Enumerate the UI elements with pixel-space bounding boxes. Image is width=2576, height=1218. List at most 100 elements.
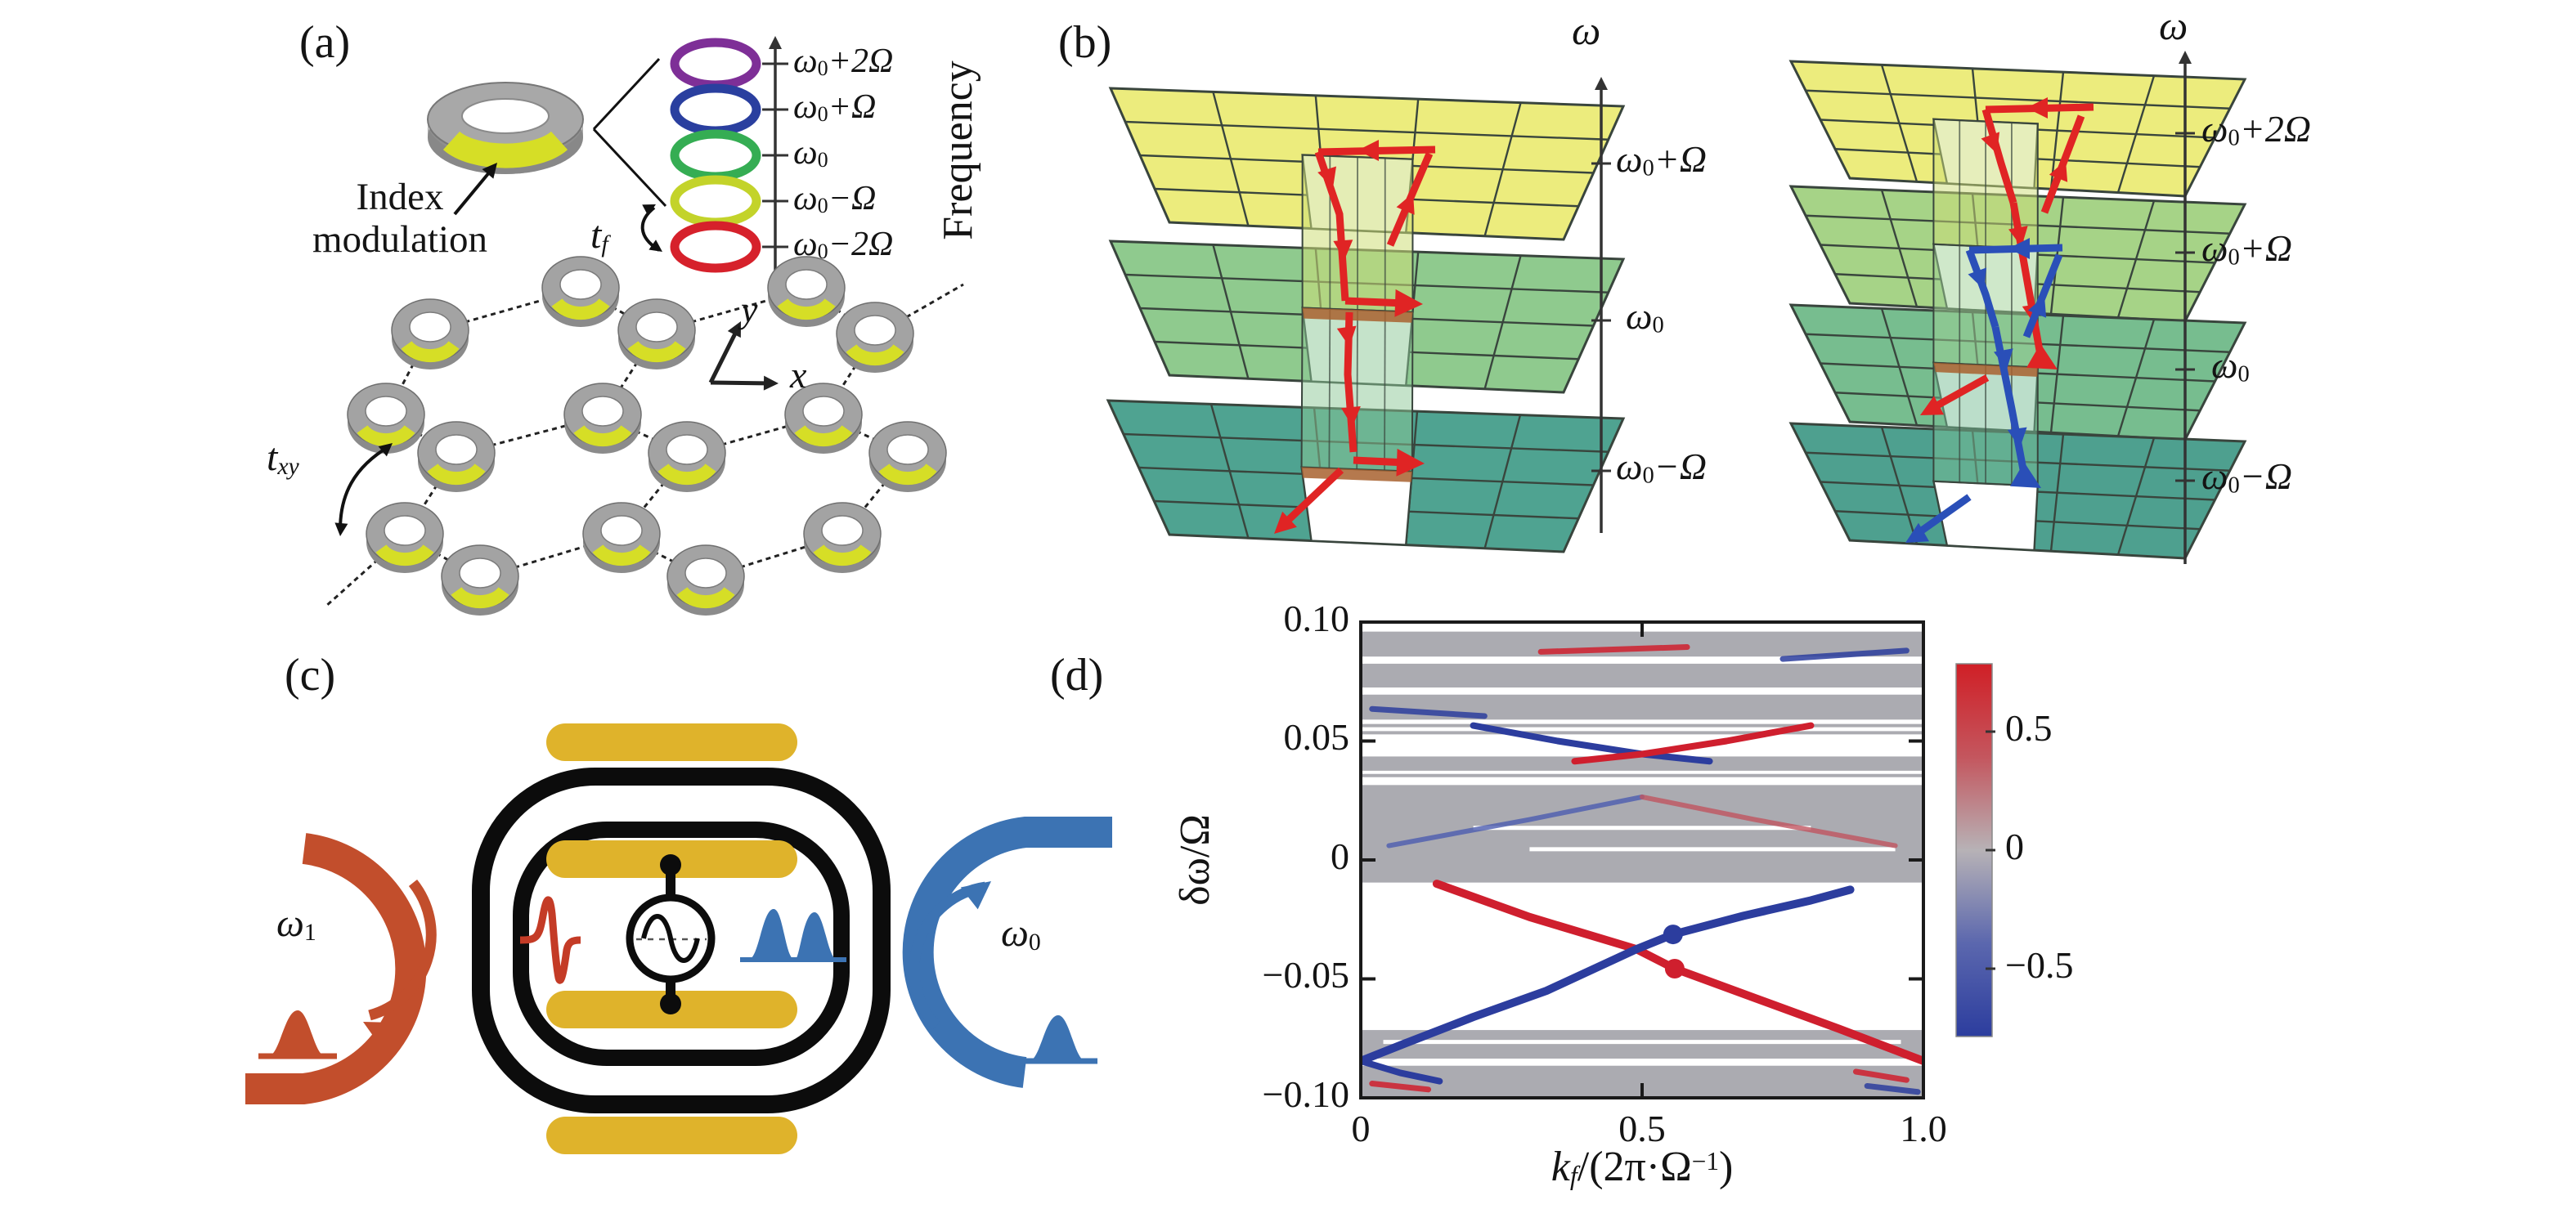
lattice-rings — [347, 256, 947, 616]
lattice-axes — [708, 321, 779, 391]
red-pulse-waveform — [519, 896, 581, 984]
inner-racetrack-ring — [513, 822, 850, 1066]
ladder-label-0: ω0+2Ω — [793, 43, 894, 81]
omega-axis-label-right: ω — [2159, 2, 2188, 48]
d-ytick-4: −0.10 — [1262, 1073, 1349, 1115]
index-modulation-caption-line1: Index — [356, 176, 444, 218]
lattice-ring-12 — [582, 502, 661, 573]
ladder-label-4: ω0−2Ω — [793, 226, 894, 264]
x-axis-label: x — [790, 354, 807, 396]
lattice-ring-15 — [666, 544, 745, 616]
y-axis-label: y — [741, 289, 758, 330]
d-ytick-2: 0 — [1331, 835, 1349, 877]
b-left-red-path — [1274, 140, 1436, 534]
ladder-label-1: ω0+Ω — [793, 88, 877, 127]
d-xtick-2: 1.0 — [1900, 1108, 1947, 1149]
panel-d-art — [1359, 620, 1995, 1099]
voltage-source — [626, 854, 716, 1014]
colorbar-tick-2: −0.5 — [2005, 944, 2074, 986]
panel-b-label: (b) — [1058, 17, 1112, 68]
frequency-ladder — [670, 38, 761, 273]
b-left-level-2: ω0−Ω — [1616, 446, 1708, 489]
b-left-level-0: ω0+Ω — [1616, 138, 1708, 181]
d-xtick-0: 0 — [1351, 1108, 1371, 1149]
series-accent-blue-topright — [1779, 647, 1910, 662]
d-ytick-0: 0.10 — [1283, 598, 1350, 639]
series-edge-state-red — [1432, 880, 1923, 1065]
index-modulation-caption-line2: modulation — [312, 218, 488, 261]
lattice-ring-2 — [391, 298, 469, 369]
edge-mode-dot-0 — [1663, 925, 1683, 945]
series-accent-blue-bottomleft — [1361, 1057, 1443, 1085]
coupling-tf-label: tf — [590, 213, 608, 257]
ladder-ring-3 — [670, 175, 761, 227]
lattice-ring-14 — [441, 544, 519, 616]
lattice-ring-3 — [617, 298, 696, 369]
ladder-ring-4 — [670, 221, 761, 273]
colorbar-tick-1: 0 — [2005, 826, 2024, 867]
frequency-axis-label: Frequency — [935, 60, 981, 240]
lattice-ring-8 — [417, 421, 496, 492]
ladder-ring-2 — [670, 129, 761, 181]
series-accent-blue-topleft — [1369, 705, 1488, 719]
series-edge-state-blue — [1361, 885, 1855, 1065]
output-coupler-blue — [902, 817, 1112, 1088]
lattice-ring-1 — [767, 256, 846, 327]
lattice-ring-4 — [836, 302, 914, 373]
lattice-ring-13 — [803, 502, 882, 573]
lattice-ring-10 — [868, 421, 947, 492]
band-structure-plot — [1361, 631, 1923, 1098]
ladder-ring-1 — [670, 83, 761, 136]
series-accent-red-top — [1537, 644, 1690, 655]
series-accent-blue-bottomright — [1864, 1082, 1921, 1095]
b-left-omega-axis — [1591, 77, 1611, 533]
omega1-label: ω1 — [276, 902, 316, 946]
panel-b-art — [1106, 51, 2247, 564]
ring-ladder-connectors — [592, 57, 667, 208]
colorbar-tick-0: 0.5 — [2005, 707, 2053, 749]
omega-axis-label-left: ω — [1572, 7, 1601, 53]
series-ingap-blue-faint — [1386, 794, 1645, 849]
coupling-txy-label: txy — [267, 436, 299, 480]
series-ingap-red-faint — [1640, 794, 1898, 849]
ladder-label-2: ω0 — [793, 134, 828, 172]
b-right-red-path — [1920, 97, 2094, 415]
edge-mode-dot-1 — [1664, 958, 1685, 978]
lattice-ring-6 — [563, 383, 642, 454]
series-accent-red-bottomright — [1852, 1068, 1910, 1083]
d-xtick-1: 0.5 — [1618, 1108, 1666, 1149]
series-upper-gap-blue — [1470, 722, 1713, 765]
d-ylabel: δω/Ω — [1172, 814, 1218, 906]
omega0-label: ω0 — [1001, 911, 1041, 956]
blue-double-pulse — [748, 909, 837, 960]
ring-resonator-icon — [427, 82, 584, 174]
panel-a-label: (a) — [299, 17, 351, 68]
input-coupler-red — [245, 833, 437, 1104]
panel-c-label: (c) — [285, 650, 336, 701]
series-upper-gap-red — [1571, 722, 1815, 765]
d-xlabel: kf/(2π·Ω−1) — [1551, 1144, 1734, 1191]
outer-racetrack-ring — [472, 768, 891, 1113]
lattice-ring-5 — [347, 383, 425, 454]
b-right-omega-axis — [2175, 51, 2195, 564]
panel-c-art — [245, 723, 1112, 1154]
txy-coupling-arrow — [334, 443, 393, 536]
lattice-ring-0 — [541, 256, 620, 327]
b-left-level-1: ω0 — [1626, 295, 1664, 338]
frequency-axis — [762, 36, 788, 271]
b-right-level-2: ω0 — [2211, 344, 2250, 387]
ladder-ring-0 — [670, 38, 761, 90]
d-ytick-3: −0.05 — [1262, 954, 1349, 996]
lattice-ring-9 — [648, 421, 726, 492]
b-right-level-0: ω0+2Ω — [2201, 108, 2312, 151]
panel-a-art — [324, 36, 964, 616]
series-accent-red-bottomleft — [1369, 1081, 1432, 1093]
b-right-level-3: ω0−Ω — [2201, 455, 2293, 499]
electrode-top-outer — [546, 723, 797, 761]
ribbon — [1300, 307, 1414, 472]
lattice-ring-7 — [784, 383, 863, 454]
panel-d-label: (d) — [1050, 650, 1104, 701]
b-right-blue-path — [1905, 238, 2063, 543]
